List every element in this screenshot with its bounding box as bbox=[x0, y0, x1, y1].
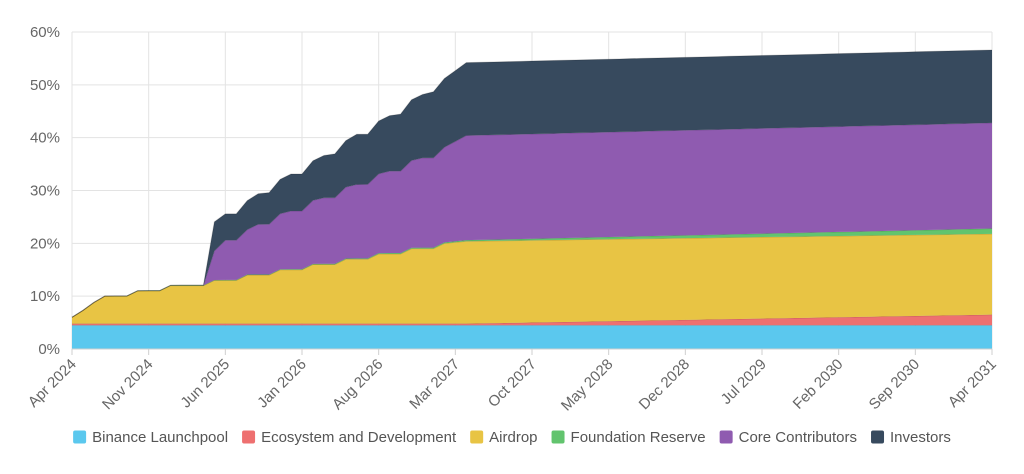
y-tick-label: 0% bbox=[38, 341, 60, 358]
y-tick-label: 20% bbox=[30, 235, 60, 252]
legend-item-core-contributors[interactable]: Core Contributors bbox=[719, 429, 857, 446]
legend: Binance Launchpool Ecosystem and Developm… bbox=[73, 429, 951, 446]
legend-item-ecosystem-and-development[interactable]: Ecosystem and Development bbox=[242, 429, 457, 446]
x-tick-label: Mar 2027 bbox=[406, 356, 463, 413]
area-investors bbox=[72, 49, 992, 318]
legend-swatch bbox=[242, 430, 256, 444]
legend-item-investors[interactable]: Investors bbox=[871, 429, 951, 446]
x-tick-label: Aug 2026 bbox=[329, 356, 386, 413]
x-tick-label: Oct 2027 bbox=[485, 356, 540, 411]
legend-label: Ecosystem and Development bbox=[261, 429, 457, 446]
y-tick-label: 50% bbox=[30, 77, 60, 94]
x-tick-label: Jul 2029 bbox=[718, 356, 770, 408]
legend-label: Airdrop bbox=[489, 429, 537, 446]
legend-swatch bbox=[470, 430, 484, 444]
series-areas bbox=[71, 49, 993, 349]
legend-swatch bbox=[551, 430, 565, 444]
x-tick-label: Feb 2030 bbox=[790, 356, 847, 413]
x-tick-label: Apr 2031 bbox=[945, 356, 1000, 411]
legend-label: Binance Launchpool bbox=[92, 429, 228, 446]
legend-item-foundation-reserve[interactable]: Foundation Reserve bbox=[551, 429, 706, 446]
y-tick-label: 40% bbox=[30, 130, 60, 147]
legend-label: Core Contributors bbox=[739, 429, 857, 446]
legend-label: Investors bbox=[890, 429, 951, 446]
x-tick-label: Sep 2030 bbox=[866, 356, 923, 413]
x-tick-label: Apr 2024 bbox=[25, 356, 80, 411]
line-investors bbox=[71, 49, 993, 318]
x-tick-label: May 2028 bbox=[558, 356, 617, 415]
x-tick-label: Jun 2025 bbox=[177, 356, 233, 412]
y-tick-label: 60% bbox=[30, 24, 60, 41]
x-tick-label: Nov 2024 bbox=[99, 356, 156, 413]
legend-label: Foundation Reserve bbox=[571, 429, 706, 446]
legend-swatch bbox=[871, 430, 885, 444]
y-tick-label: 30% bbox=[30, 183, 60, 200]
area-binance-launchpool bbox=[72, 325, 992, 349]
area-core-contributors bbox=[72, 122, 992, 318]
area-ecosystem-and-development bbox=[72, 314, 992, 326]
x-tick-label: Dec 2028 bbox=[636, 356, 693, 413]
legend-swatch bbox=[719, 430, 733, 444]
legend-swatch bbox=[73, 430, 87, 444]
legend-item-airdrop[interactable]: Airdrop bbox=[470, 429, 538, 446]
x-tick-label: Jan 2026 bbox=[254, 356, 310, 412]
legend-item-binance-launchpool[interactable]: Binance Launchpool bbox=[73, 429, 228, 446]
area-airdrop bbox=[72, 233, 992, 324]
y-tick-label: 10% bbox=[30, 288, 60, 305]
